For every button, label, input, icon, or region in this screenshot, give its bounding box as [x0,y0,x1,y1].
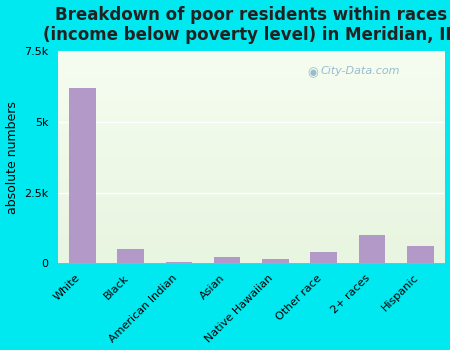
Bar [359,235,385,263]
Title: Breakdown of poor residents within races
(income below poverty level) in Meridia: Breakdown of poor residents within races… [43,6,450,44]
Bar [166,262,192,263]
Bar [407,246,434,263]
Text: ◉: ◉ [307,66,318,79]
Bar [262,259,289,263]
Bar [310,252,337,263]
Text: City-Data.com: City-Data.com [321,66,400,76]
Bar [214,257,240,263]
Y-axis label: absolute numbers: absolute numbers [5,101,18,214]
Bar [117,249,144,263]
Bar [69,88,95,263]
